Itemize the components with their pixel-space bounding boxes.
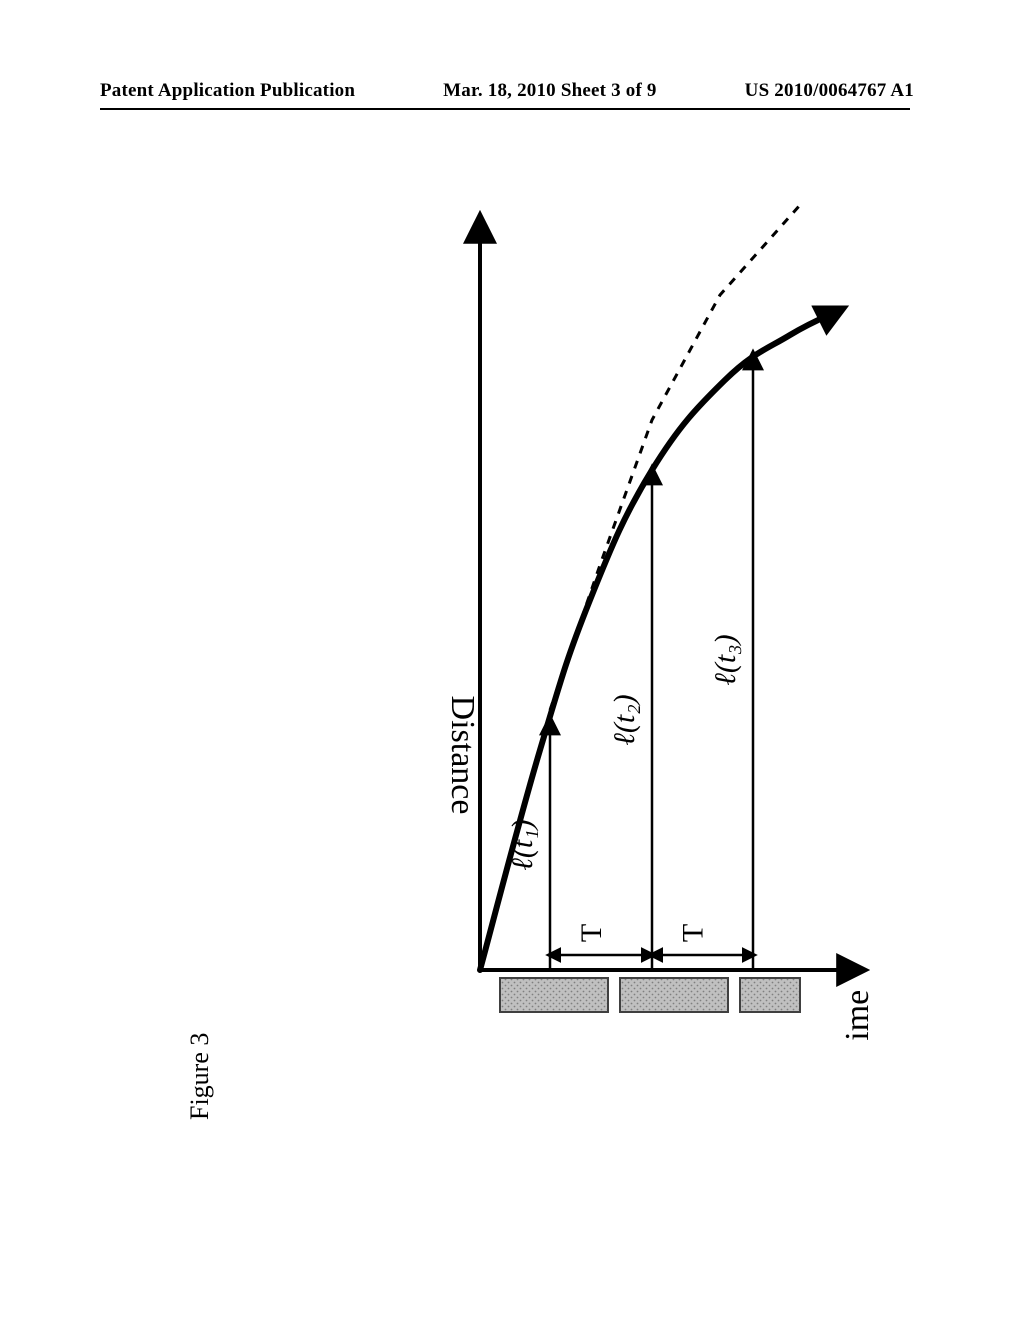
page-header: Patent Application Publication Mar. 18, …	[0, 80, 1024, 102]
svg-text:T: T	[677, 924, 710, 942]
diagram-stage: ℓ(t₁) ℓ(t₂) ℓ(t₃) T T Time Distance	[420, 180, 890, 1040]
header-center: Mar. 18, 2010 Sheet 3 of 9	[443, 80, 656, 102]
svg-text:ℓ(t₂): ℓ(t₂)	[608, 694, 641, 745]
svg-text:Time: Time	[839, 990, 876, 1040]
header-left: Patent Application Publication	[100, 80, 355, 102]
diagram-svg: ℓ(t₁) ℓ(t₂) ℓ(t₃) T T Time Distance	[420, 180, 890, 1040]
header-rule	[100, 108, 910, 110]
page: Patent Application Publication Mar. 18, …	[0, 0, 1024, 1320]
figure-label: Figure 3	[185, 1033, 215, 1120]
header-right: US 2010/0064767 A1	[745, 80, 914, 102]
svg-text:Distance: Distance	[444, 696, 481, 815]
svg-text:ℓ(t₃): ℓ(t₃)	[709, 634, 742, 685]
svg-text:T: T	[575, 924, 608, 942]
svg-text:ℓ(t₁): ℓ(t₁)	[506, 819, 539, 870]
